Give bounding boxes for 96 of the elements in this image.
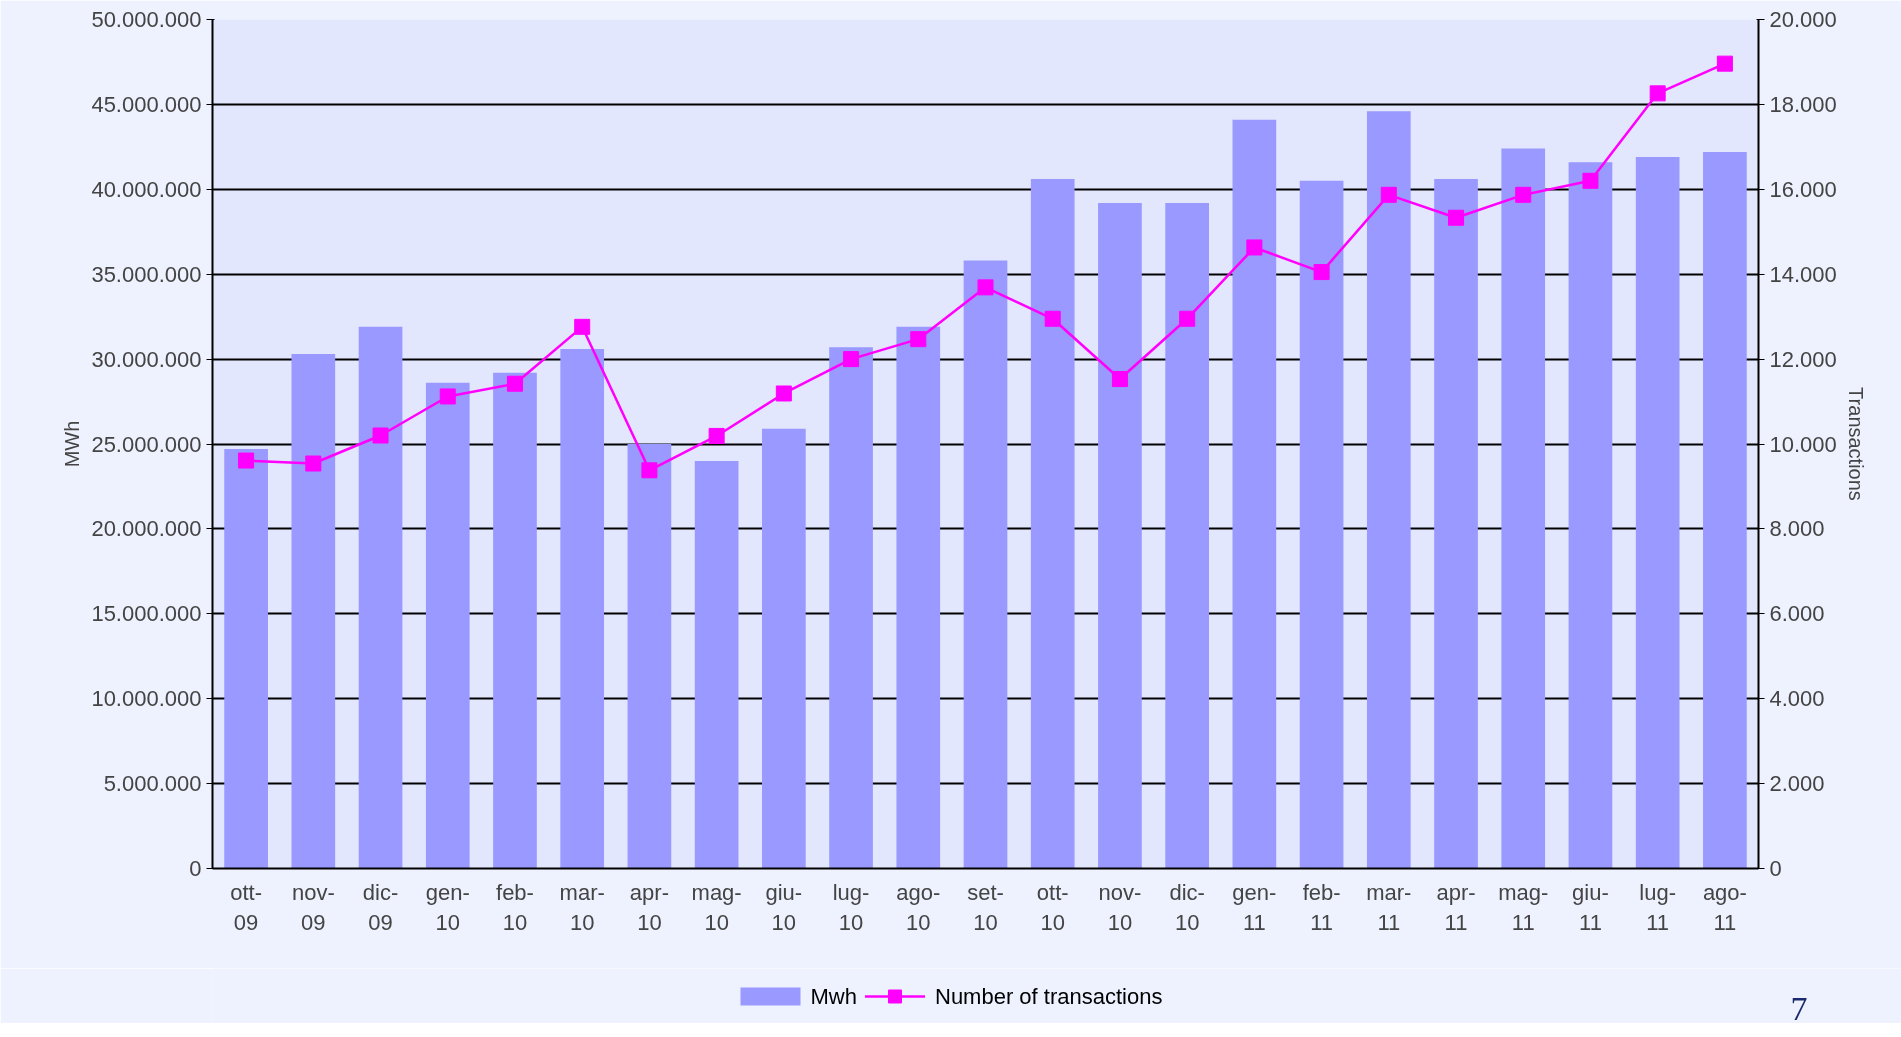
- y-tick-label: 20.000.000: [91, 516, 202, 542]
- point: [305, 455, 322, 472]
- x-tick-label: gen-10: [425, 879, 470, 935]
- y-tick-label: 15.000.000: [91, 601, 202, 627]
- x-tick-label: ott-09: [230, 879, 263, 935]
- bar: [1501, 148, 1546, 869]
- y2-tick-label: 8.000: [1769, 516, 1825, 542]
- point: [843, 351, 860, 368]
- y-axis-title: MWh: [61, 420, 84, 468]
- y2-tick-label: 18.000: [1769, 91, 1837, 117]
- x-tick-label: mar-10: [559, 879, 605, 935]
- point: [910, 331, 927, 348]
- bar: [1299, 180, 1344, 869]
- point: [1380, 186, 1397, 203]
- x-tick-label: dic-10: [1169, 879, 1205, 935]
- point: [1179, 310, 1196, 327]
- y-tick-label: 10.000.000: [91, 686, 202, 712]
- bar: [1030, 179, 1075, 869]
- bar: [1165, 202, 1209, 869]
- bar: [560, 348, 605, 869]
- x-tick-label: lug-10: [832, 879, 870, 935]
- point: [439, 388, 456, 405]
- x-tick-label: ott-10: [1036, 879, 1069, 935]
- x-tick-label: giu-10: [765, 879, 803, 935]
- bar: [1232, 119, 1277, 869]
- y-tick-label: 30.000.000: [91, 346, 202, 372]
- x-tick-label: ago-11: [1702, 879, 1747, 935]
- bar: [627, 444, 672, 869]
- bar: [1434, 179, 1478, 869]
- x-tick-label: set-10: [967, 879, 1004, 935]
- bar: [224, 449, 268, 869]
- y2-tick-label: 20.000: [1769, 7, 1837, 32]
- legend-label: Number of transactions: [935, 984, 1163, 1009]
- x-tick-label: mar-11: [1366, 879, 1412, 935]
- text: 7: [1790, 989, 1808, 1027]
- x-tick-label: apr-11: [1436, 879, 1476, 935]
- point: [1582, 172, 1599, 189]
- bar: [694, 460, 739, 869]
- bar: [425, 382, 470, 869]
- point: [1044, 310, 1061, 327]
- point: [372, 427, 389, 444]
- y-tick-label: 0: [189, 856, 202, 881]
- bar: [291, 354, 336, 869]
- point: [1716, 55, 1733, 72]
- x-tick-label: dic-09: [362, 879, 399, 935]
- y2-tick-label: 12.000: [1769, 346, 1837, 372]
- y-tick-label: 50.000.000: [91, 7, 202, 32]
- x-tick-label: gen-11: [1232, 879, 1277, 935]
- x-tick-label: mag-10: [691, 879, 742, 935]
- bar: [1703, 151, 1747, 869]
- bar: [829, 347, 873, 869]
- x-tick-label: nov-09: [291, 879, 335, 935]
- bar: [762, 428, 806, 869]
- x-tick-label: lug-11: [1639, 879, 1677, 935]
- point: [1246, 239, 1263, 256]
- x-tick-label: feb-11: [1302, 879, 1341, 935]
- point: [641, 462, 658, 479]
- x-tick-label: ago-10: [896, 879, 941, 935]
- y-tick-label: 35.000.000: [91, 261, 202, 287]
- y2-tick-label: 2.000: [1769, 771, 1825, 797]
- x-tick-label: mag-11: [1498, 879, 1549, 935]
- x-tick-label: giu-11: [1572, 879, 1609, 935]
- point: [1313, 264, 1330, 281]
- y2-tick-label: 6.000: [1769, 601, 1825, 627]
- y-tick-label: 40.000.000: [91, 176, 202, 202]
- y2-tick-label: 16.000: [1769, 176, 1837, 202]
- y2-tick-label: 14.000: [1769, 261, 1837, 287]
- point: [238, 452, 255, 469]
- y2-tick-label: 10.000: [1769, 431, 1837, 457]
- y2-tick-label: 4.000: [1769, 686, 1825, 712]
- bar: [896, 326, 941, 869]
- bar: [1635, 157, 1680, 869]
- point: [1111, 371, 1128, 388]
- bar: [963, 260, 1008, 869]
- legend-label: Mwh: [810, 984, 857, 1009]
- bar: [1366, 111, 1411, 869]
- point: [1515, 186, 1532, 203]
- y-tick-label: 5.000.000: [103, 771, 202, 797]
- point: [1448, 209, 1465, 226]
- point: [1649, 85, 1666, 102]
- y-tick-label: 25.000.000: [91, 431, 202, 457]
- x-tick-label: feb-10: [496, 879, 534, 935]
- point: [775, 385, 792, 402]
- bar: [493, 372, 537, 869]
- x-tick-label: apr-10: [629, 879, 669, 935]
- point: [977, 279, 994, 296]
- point: [708, 427, 725, 444]
- y2-tick-label: 0: [1769, 856, 1782, 881]
- y2-axis-title: Transactions: [1844, 387, 1867, 501]
- y-tick-label: 45.000.000: [91, 91, 202, 117]
- bar: [1098, 202, 1142, 869]
- x-tick-label: nov-10: [1098, 879, 1142, 935]
- point: [574, 318, 591, 335]
- bar: [1568, 162, 1613, 869]
- point: [506, 375, 523, 392]
- bar: [358, 326, 403, 869]
